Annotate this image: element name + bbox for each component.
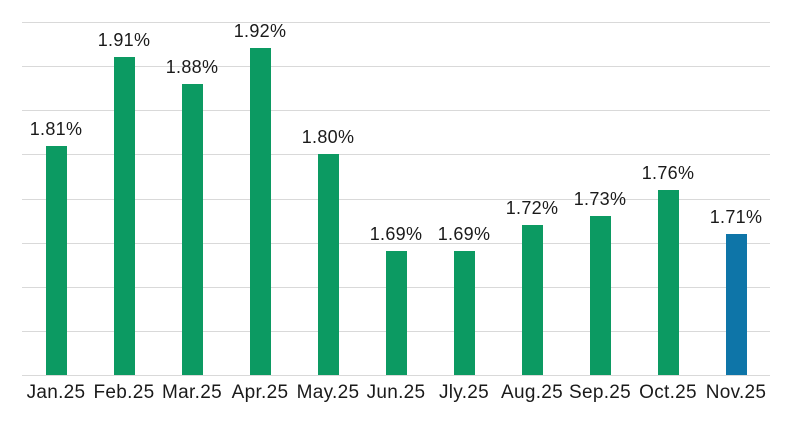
gridline bbox=[22, 110, 770, 112]
bar bbox=[249, 48, 271, 375]
bar-value-label: 1.73% bbox=[573, 189, 627, 210]
x-axis-label: Jan.25 bbox=[26, 382, 86, 403]
bar bbox=[453, 251, 475, 375]
bar-value-label: 1.69% bbox=[437, 224, 491, 245]
bar-value-label: 1.88% bbox=[165, 56, 219, 77]
bar bbox=[725, 233, 747, 375]
x-axis-label: Jly.25 bbox=[438, 382, 490, 403]
x-axis: Jan.25 Feb.25 Mar.25 Apr.25 May.25 Jun.25 Jly.… bbox=[22, 382, 770, 408]
gridline bbox=[22, 375, 770, 376]
bar bbox=[589, 216, 611, 375]
bar bbox=[113, 57, 135, 375]
bar-value-label: 1.71% bbox=[709, 206, 763, 227]
bar bbox=[385, 251, 407, 375]
bar bbox=[181, 83, 203, 375]
bar bbox=[317, 154, 339, 375]
x-axis-label: Aug.25 bbox=[500, 382, 564, 403]
bar-value-label: 1.76% bbox=[641, 162, 695, 183]
x-axis-label: Apr.25 bbox=[231, 382, 289, 403]
gridline bbox=[22, 66, 770, 68]
x-axis-label: Nov.25 bbox=[705, 382, 767, 403]
gridline bbox=[22, 154, 770, 156]
gridline bbox=[22, 242, 770, 244]
bar-value-label: 1.91% bbox=[97, 30, 151, 51]
bar bbox=[657, 189, 679, 375]
bar bbox=[45, 145, 67, 375]
bar-value-label: 1.80% bbox=[301, 127, 355, 148]
bar-value-label: 1.69% bbox=[369, 224, 423, 245]
gridline bbox=[22, 22, 770, 23]
bar-value-label: 1.72% bbox=[505, 197, 559, 218]
x-axis-label: Oct.25 bbox=[639, 382, 697, 403]
x-axis-label: Mar.25 bbox=[162, 382, 222, 403]
gridline bbox=[22, 198, 770, 200]
plot-area: 1.81% 1.91% 1.88% 1.92% 1.80% 1.69% 1.69% 1.72%… bbox=[22, 21, 770, 376]
x-axis-label: Jun.25 bbox=[366, 382, 426, 403]
x-axis-label: Feb.25 bbox=[93, 382, 155, 403]
x-axis-label: May.25 bbox=[296, 382, 360, 403]
x-axis-label: Sep.25 bbox=[568, 382, 632, 403]
bar bbox=[521, 224, 543, 375]
bar-value-label: 1.81% bbox=[29, 118, 83, 139]
bar-value-label: 1.92% bbox=[233, 21, 287, 42]
